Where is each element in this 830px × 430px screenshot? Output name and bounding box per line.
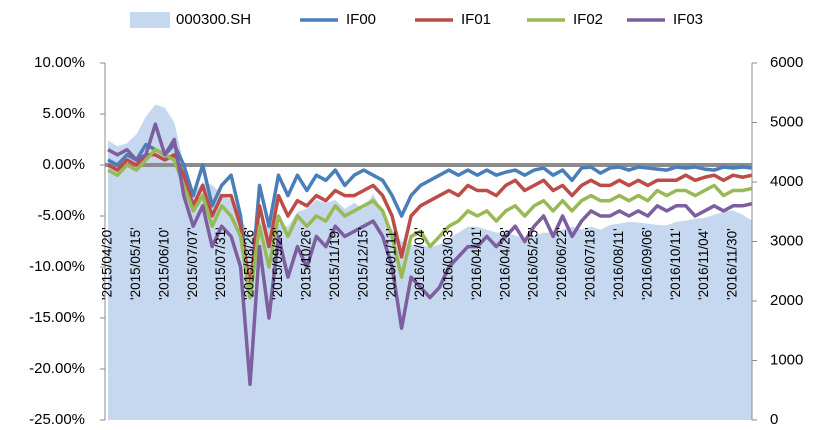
x-tick-label: '2015/12/15' (355, 227, 370, 300)
y-tick-label: 5.00% (42, 105, 85, 122)
line (107, 122, 753, 387)
y-tick-label: 10.00% (34, 54, 85, 71)
y2-tick-label: 0 (770, 411, 778, 428)
y-tick-label: -5.00% (37, 207, 85, 224)
y2-tick-label: 6000 (770, 54, 803, 71)
y2-tick-label: 3000 (770, 232, 803, 249)
y2-tick-label: 5000 (770, 113, 803, 130)
y-tick-label: -25.00% (29, 411, 85, 428)
y2-tick-label: 1000 (770, 351, 803, 368)
x-tick-label: '2015/09/23' (270, 227, 285, 300)
x-tick-label: '2015/05/15' (128, 227, 143, 300)
y-tick-label: 0.00% (42, 156, 85, 173)
x-tick-label: '2016/10/11' (668, 228, 683, 300)
legend-label: IF00 (346, 11, 376, 28)
x-tick-label: '2016/09/06' (639, 227, 654, 300)
x-tick-label: '2016/02/04' (412, 227, 427, 300)
y-tick-label: -10.00% (29, 258, 85, 275)
line (107, 147, 753, 300)
x-tick-label: '2016/04/28' (497, 227, 512, 300)
y2-tick-label: 2000 (770, 292, 803, 309)
y-tick-label: -20.00% (29, 360, 85, 377)
legend-label: IF03 (673, 11, 703, 28)
legend-label: 000300.SH (176, 11, 251, 28)
line (107, 142, 753, 300)
area (108, 104, 752, 421)
x-tick-label: '2015/04/20' (100, 227, 115, 300)
x-tick-label: '2015/07/31' (213, 227, 228, 300)
x-tick-label: '2015/07/07' (185, 227, 200, 300)
x-tick-label: '2015/08/26' (242, 227, 257, 300)
x-tick-label: '2016/04/01' (469, 227, 484, 300)
y-tick-label: -15.00% (29, 309, 85, 326)
x-tick-label: '2016/07/18' (583, 227, 598, 300)
x-tick-label: '2016/06/22' (554, 227, 569, 300)
x-tick-label: '2016/01/11' (384, 228, 399, 300)
legend-swatch (130, 12, 170, 28)
x-tick-label: '2015/11/19' (327, 228, 342, 300)
x-tick-label: '2016/08/11' (611, 228, 626, 300)
x-tick-label: '2016/11/04' (696, 228, 711, 300)
legend-label: IF01 (461, 11, 491, 28)
x-tick-label: '2016/11/30' (725, 228, 740, 300)
line (107, 153, 753, 290)
legend-label: IF02 (573, 11, 603, 28)
x-tick-label: '2015/06/10' (156, 227, 171, 300)
x-tick-label: '2015/10/26' (298, 227, 313, 300)
y2-tick-label: 4000 (770, 173, 803, 190)
x-tick-label: '2016/05/25' (526, 227, 541, 300)
x-tick-label: '2016/03/03' (441, 227, 456, 300)
